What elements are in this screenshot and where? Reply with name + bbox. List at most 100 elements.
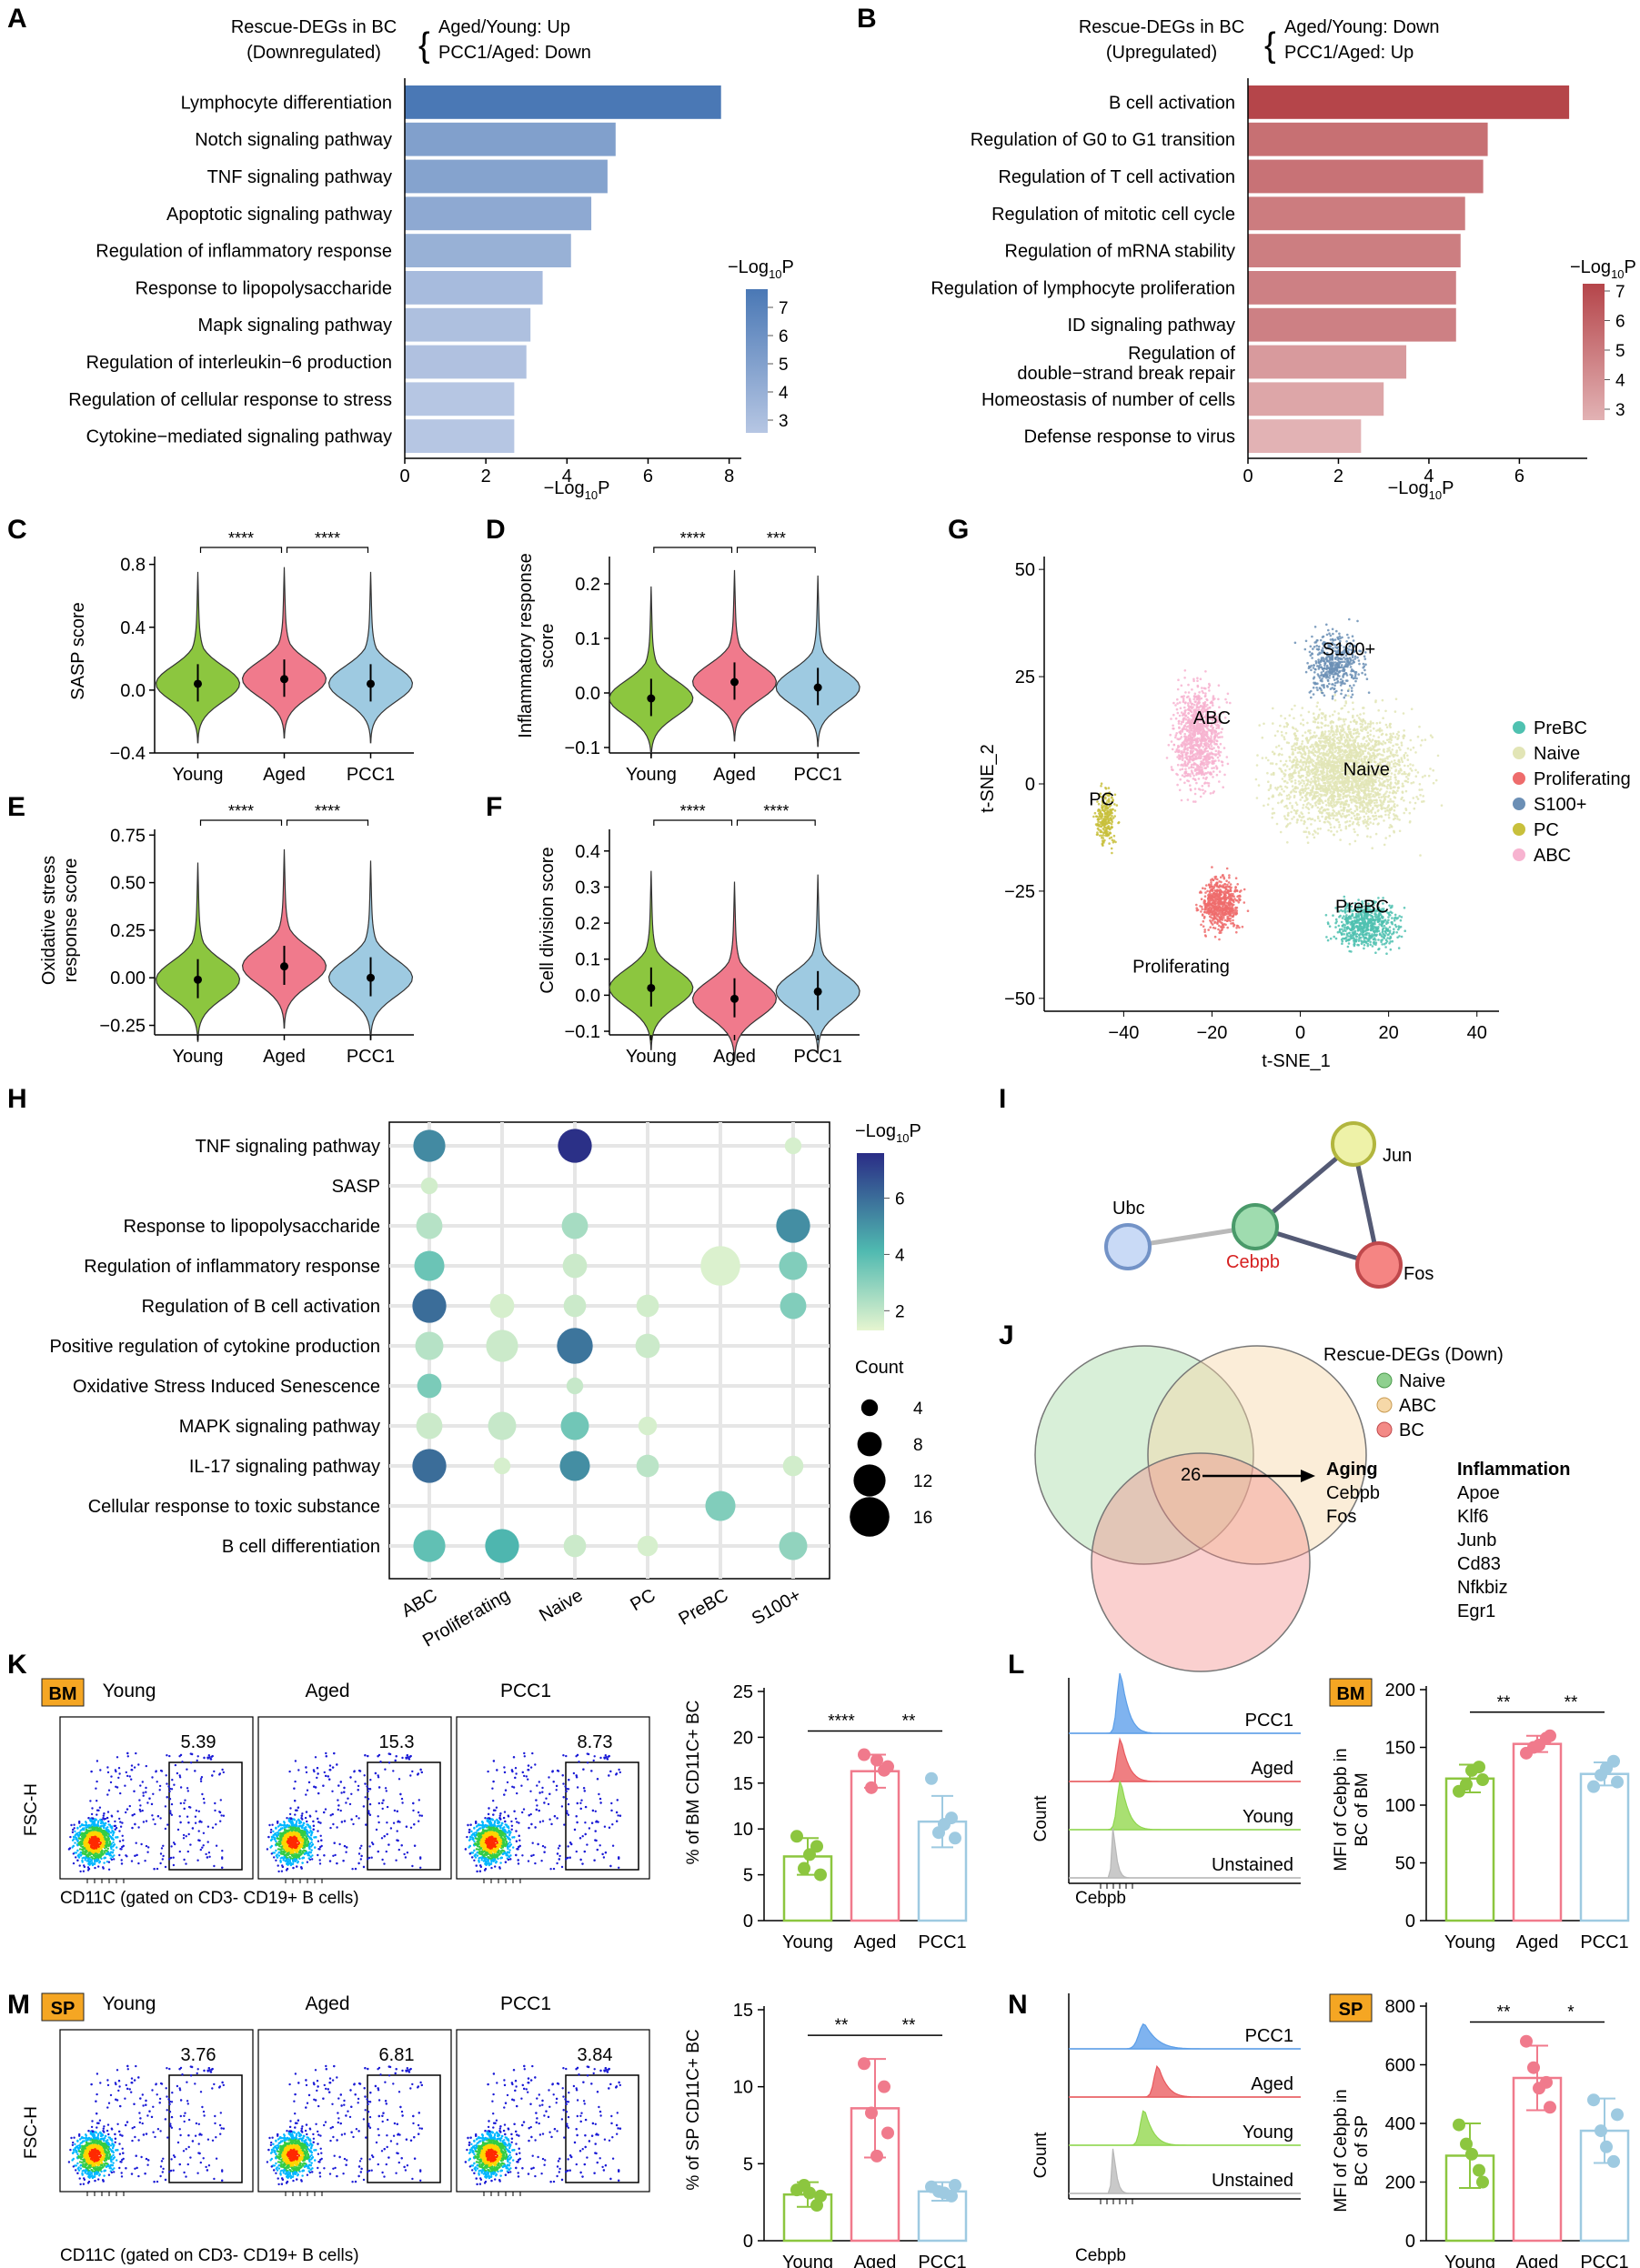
cell-point xyxy=(1369,821,1372,824)
cell-point xyxy=(1370,924,1373,927)
cell-point xyxy=(1354,748,1358,752)
cell-point xyxy=(1318,766,1321,769)
cell-point xyxy=(1386,750,1389,753)
bar xyxy=(1248,419,1362,453)
cell-point xyxy=(1318,793,1322,796)
significance-label: **** xyxy=(680,529,706,547)
cell-point xyxy=(1371,918,1374,922)
cell-point xyxy=(1367,722,1370,726)
cell-point xyxy=(1394,743,1398,746)
cell-point xyxy=(1362,796,1365,798)
cell-point xyxy=(1412,764,1414,767)
bar xyxy=(1248,345,1407,379)
cell-point xyxy=(1369,934,1372,938)
cell-point xyxy=(1219,898,1222,901)
cell-point xyxy=(1210,895,1212,898)
cell-point xyxy=(1398,915,1401,918)
cell-point xyxy=(1346,742,1350,746)
cell-point xyxy=(1333,733,1336,736)
cell-point xyxy=(1356,797,1359,799)
cell-point xyxy=(1322,712,1324,715)
cell-point xyxy=(1393,786,1396,788)
cell-point xyxy=(1386,937,1389,939)
cell-point xyxy=(1295,742,1299,745)
cell-point xyxy=(1330,814,1333,817)
cell-point xyxy=(1333,814,1336,818)
cell-point xyxy=(1324,914,1328,917)
cell-point xyxy=(1220,926,1222,928)
category-label: B cell activation xyxy=(1109,93,1235,113)
cell-point xyxy=(1406,758,1410,761)
cell-point xyxy=(1379,798,1382,802)
cell-point xyxy=(1329,802,1333,805)
cell-point xyxy=(1398,764,1401,767)
cell-point xyxy=(1102,828,1106,831)
cell-point xyxy=(1310,793,1313,797)
cell-point xyxy=(1289,822,1292,825)
cell-point xyxy=(1404,789,1408,793)
category-label: Regulation of G0 to G1 transition xyxy=(971,130,1235,150)
cell-point xyxy=(1309,745,1313,748)
cell-point xyxy=(1298,790,1302,794)
cell-point xyxy=(1313,748,1316,750)
cell-point xyxy=(1290,790,1293,793)
cell-point xyxy=(1321,717,1323,719)
cell-point xyxy=(1315,763,1318,766)
cell-point xyxy=(1233,925,1235,928)
cell-point xyxy=(1283,817,1287,820)
cell-point xyxy=(1195,903,1198,907)
cell-point xyxy=(1347,756,1351,759)
cell-point xyxy=(1369,940,1372,943)
cell-point xyxy=(1293,717,1295,720)
cell-point xyxy=(1393,765,1395,768)
cell-point xyxy=(1343,926,1346,929)
cell-point xyxy=(1324,724,1327,727)
cell-point xyxy=(1410,781,1413,785)
y-tick-label: 0.8 xyxy=(120,556,146,576)
cell-point xyxy=(1388,808,1392,810)
cell-point xyxy=(1366,942,1369,946)
cell-point xyxy=(1298,814,1301,818)
cell-point xyxy=(1322,788,1324,791)
cell-point xyxy=(1332,676,1335,678)
cell-point xyxy=(1318,666,1321,669)
cell-point xyxy=(1377,736,1380,738)
cell-point xyxy=(1325,808,1329,811)
cell-point xyxy=(1330,785,1333,788)
cell-point xyxy=(1421,738,1424,742)
cell-point xyxy=(1418,783,1422,786)
cell-point xyxy=(1225,879,1228,882)
cell-point xyxy=(1375,756,1378,758)
cell-point xyxy=(1302,815,1305,818)
cell-point xyxy=(1208,886,1212,889)
cell-point xyxy=(1221,928,1223,931)
cell-point xyxy=(1398,829,1402,833)
cell-point xyxy=(1374,900,1377,904)
cell-point xyxy=(1332,757,1335,760)
cell-point xyxy=(1356,791,1359,794)
cell-point xyxy=(1255,797,1259,799)
cell-point xyxy=(1352,933,1354,937)
cell-point xyxy=(1203,928,1206,931)
cell-point xyxy=(1344,718,1347,721)
cell-point xyxy=(1310,769,1313,772)
cell-point xyxy=(1380,753,1383,757)
cell-point xyxy=(1397,779,1400,783)
cell-point xyxy=(1320,766,1323,769)
cell-point xyxy=(1409,748,1413,751)
cell-point xyxy=(1352,788,1355,791)
cell-point xyxy=(1362,940,1365,944)
cell-point xyxy=(1361,900,1363,903)
cell-point xyxy=(1356,929,1360,932)
cluster-abc xyxy=(1165,669,1232,803)
cell-point xyxy=(1333,772,1335,775)
cell-point xyxy=(1313,790,1317,794)
cell-point xyxy=(1371,795,1374,798)
cell-point xyxy=(1286,813,1290,817)
cell-point xyxy=(1377,779,1381,782)
cell-point xyxy=(1108,842,1111,845)
cell-point xyxy=(1210,908,1213,911)
